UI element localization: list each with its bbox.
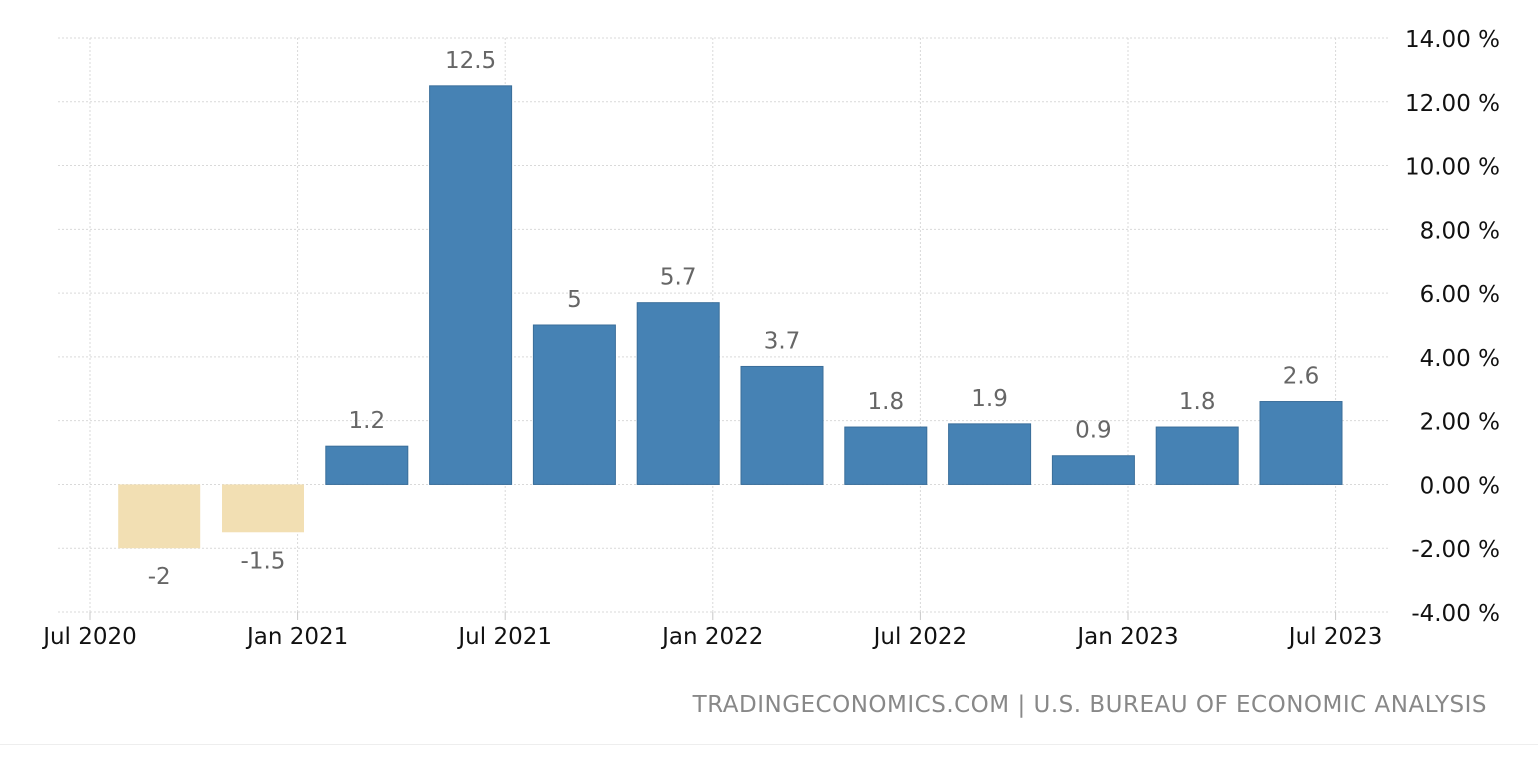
y-tick-label: 2.00 %	[1420, 410, 1500, 436]
data-label-layer: -2 -1.5 1.2 12.5 5 5.7 3.7 1.8 1.9 0.9 1.8 2.6	[148, 48, 1320, 590]
data-label: 3.7	[764, 328, 801, 354]
x-tick-label: Jul 2022	[872, 624, 968, 650]
bar[interactable]	[740, 365, 824, 485]
y-tick-label: 12.00 %	[1405, 91, 1500, 117]
x-tick-label: Jan 2023	[1075, 624, 1178, 650]
y-tick-label: -2.00 %	[1411, 537, 1500, 563]
x-axis: Jul 2020 Jan 2021 Jul 2021 Jan 2022 Jul 2022…	[41, 612, 1382, 650]
data-label: 0.9	[1075, 418, 1112, 444]
bar[interactable]	[429, 85, 513, 485]
bar[interactable]	[1155, 426, 1239, 485]
bar[interactable]	[948, 423, 1032, 485]
data-label: 1.2	[349, 408, 386, 434]
data-label: 1.8	[1179, 389, 1216, 415]
footer-divider	[0, 744, 1538, 745]
x-tick-label: Jan 2021	[245, 624, 348, 650]
y-tick-label: 8.00 %	[1420, 218, 1500, 244]
bar[interactable]	[222, 484, 304, 533]
data-label: -2	[148, 564, 171, 590]
y-axis: 14.00 % 12.00 % 10.00 % 8.00 % 6.00 % 4.00 % 2…	[1405, 27, 1500, 627]
bar[interactable]	[636, 302, 720, 485]
y-tick-label: 14.00 %	[1405, 27, 1500, 53]
bar[interactable]	[1051, 455, 1135, 485]
x-tick-label: Jul 2021	[456, 624, 552, 650]
y-tick-label: 6.00 %	[1420, 282, 1500, 308]
bar[interactable]	[118, 484, 201, 549]
data-label: 1.8	[868, 389, 905, 415]
data-label: -1.5	[241, 548, 286, 574]
y-tick-label: 0.00 %	[1420, 473, 1500, 499]
bar[interactable]	[844, 426, 928, 485]
y-tick-label: -4.00 %	[1411, 601, 1500, 627]
y-tick-label: 4.00 %	[1420, 346, 1500, 372]
data-label: 2.6	[1283, 364, 1320, 390]
bar[interactable]	[325, 445, 409, 485]
y-tick-label: 10.00 %	[1405, 155, 1500, 181]
x-tick-label: Jan 2022	[660, 624, 763, 650]
bar[interactable]	[1259, 401, 1343, 485]
bar[interactable]	[532, 324, 616, 485]
data-label: 12.5	[445, 48, 496, 74]
data-label: 5	[567, 287, 582, 313]
x-tick-label: Jul 2023	[1287, 624, 1383, 650]
source-attribution: TRADINGECONOMICS.COM | U.S. BUREAU OF EC…	[692, 692, 1487, 718]
x-tick-label: Jul 2020	[41, 624, 137, 650]
grid-layer	[58, 37, 1390, 613]
data-label: 1.9	[971, 386, 1008, 412]
data-label: 5.7	[660, 265, 697, 291]
bar-layer	[118, 85, 1343, 549]
